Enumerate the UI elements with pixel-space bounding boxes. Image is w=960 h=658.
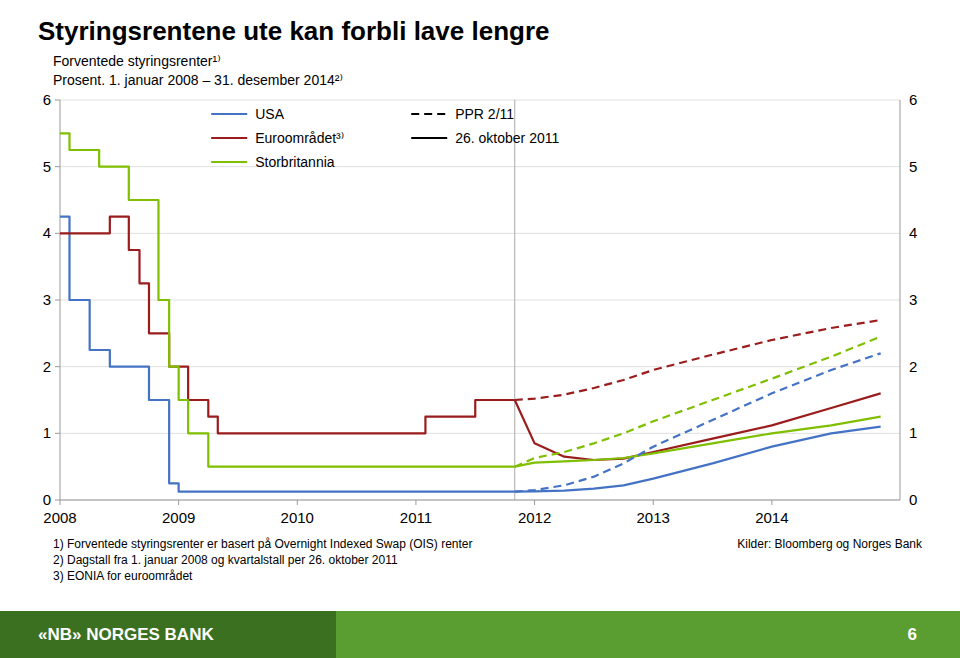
forecast-line [515, 353, 881, 491]
y-tick [55, 300, 60, 301]
y-tick-label: 0 [43, 491, 51, 508]
x-tick-label: 2014 [755, 509, 788, 526]
grid-line [60, 100, 900, 101]
y-tick-label: 1 [43, 424, 51, 441]
legend-label: Storbritannia [255, 154, 335, 170]
legend-swatch [411, 113, 447, 115]
forecast-line [515, 427, 881, 492]
grid-line [60, 300, 900, 301]
chart: Styringsrentene ute kan forbli lave leng… [0, 0, 960, 658]
y-tick [55, 100, 60, 101]
legend-swatch [211, 137, 247, 139]
footer-text: «NB» NORGES BANK [38, 625, 214, 644]
plot-area [60, 100, 881, 500]
legend-label: PPR 2/11 [455, 106, 514, 122]
x-tick [178, 500, 179, 505]
subtitle: Forventede styringsrenter¹⁾ [53, 53, 221, 69]
legend-swatch [411, 137, 447, 139]
y-tick [55, 233, 60, 234]
x-tick-label: 2010 [281, 509, 314, 526]
grid [60, 100, 900, 500]
x-tick-label: 2008 [43, 509, 76, 526]
y-tick-label: 4 [43, 224, 51, 241]
y-tick-label-right: 1 [909, 424, 917, 441]
y-tick-label-right: 0 [909, 491, 917, 508]
source: Kilder: Bloomberg og Norges Bank [737, 537, 923, 551]
grid-line [60, 166, 900, 167]
y-axis-line-right [900, 100, 901, 500]
x-axis-line [60, 500, 900, 501]
axes: 0 0 1 1 2 2 3 3 4 4 5 5 6 6 2008 2009 2010 2011 2012 2013 20… [43, 91, 918, 526]
y-tick-label: 2 [43, 358, 51, 375]
y-tick-label-right: 2 [909, 358, 917, 375]
title: Styringsrentene ute kan forbli lave leng… [38, 16, 549, 46]
y-tick-label: 5 [43, 158, 51, 175]
x-tick-label: 2011 [400, 509, 432, 526]
x-tick [534, 500, 535, 505]
y-tick [55, 366, 60, 367]
y-tick [55, 166, 60, 167]
legend-label: 26. oktober 2011 [455, 130, 559, 146]
step-line [60, 217, 515, 434]
legend-swatch [211, 113, 247, 115]
legend-label: USA [255, 106, 284, 122]
step-line [60, 133, 515, 466]
subtitle: Prosent. 1. januar 2008 – 31. desember 2… [53, 72, 343, 88]
y-tick-label-right: 3 [909, 291, 917, 308]
legend-swatch [211, 161, 247, 163]
legend: USA Euroområdet³⁾ Storbritannia PPR 2/11 26.… [211, 106, 559, 170]
separator-line [514, 100, 515, 500]
grid-line [60, 233, 900, 234]
legend-label: Euroområdet³⁾ [255, 130, 344, 146]
y-tick [55, 433, 60, 434]
x-tick-label: 2013 [637, 509, 670, 526]
x-tick [60, 500, 61, 505]
y-tick-label-right: 5 [909, 158, 917, 175]
footer-bar [0, 611, 960, 658]
footnote: 2) Dagstall fra 1. januar 2008 og kvarta… [53, 553, 398, 567]
x-tick [297, 500, 298, 505]
y-tick-label-right: 4 [909, 224, 917, 241]
y-tick-label-right: 6 [909, 91, 917, 108]
footer-bar-dark [0, 611, 336, 658]
x-tick-label: 2009 [162, 509, 195, 526]
y-tick-label: 6 [43, 91, 51, 108]
x-tick [771, 500, 772, 505]
y-tick-label: 3 [43, 291, 51, 308]
x-tick [415, 500, 416, 505]
page-number: 6 [908, 625, 917, 644]
y-tick [55, 500, 60, 501]
grid-line [60, 500, 900, 501]
forecast-line [515, 417, 881, 467]
x-tick-label: 2012 [518, 509, 551, 526]
forecast-line [515, 320, 881, 400]
footnote: 1) Forventede styringsrenter er basert p… [53, 537, 473, 551]
forecast-line [515, 337, 881, 467]
step-line [60, 217, 515, 492]
x-tick [653, 500, 654, 505]
footnote: 3) EONIA for euroområdet [53, 569, 193, 583]
